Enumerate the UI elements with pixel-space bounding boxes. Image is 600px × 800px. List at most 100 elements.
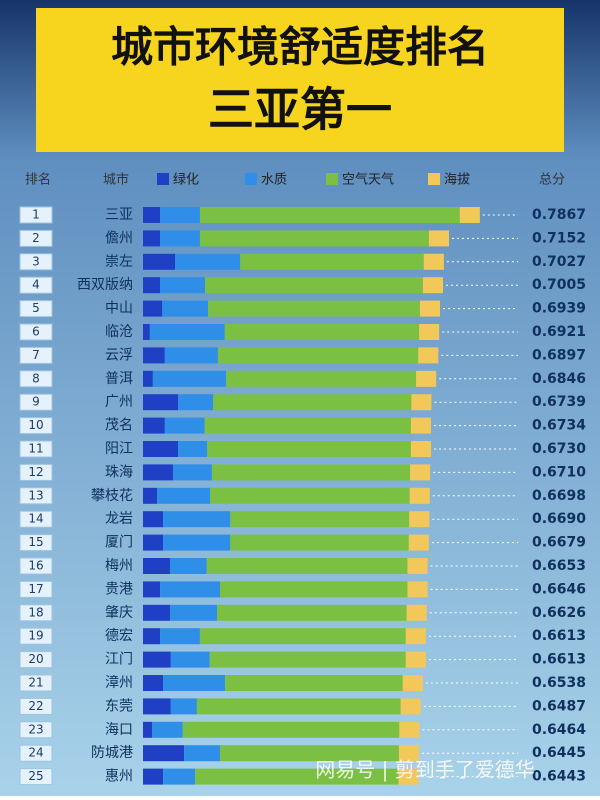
bar-segment [143, 675, 164, 691]
bar-segment [143, 745, 185, 762]
total-label: 0.6679 [532, 535, 586, 551]
bar-segment [400, 698, 421, 715]
rank-box [19, 557, 53, 575]
legend-swatch [245, 173, 257, 185]
bar-segment [204, 417, 411, 434]
bar-segment [226, 370, 417, 387]
total-label: 0.6653 [532, 558, 586, 574]
category-label: 阳江 [105, 441, 133, 457]
category-label: 中山 [105, 301, 133, 317]
rank-label: 8 [32, 371, 40, 385]
rank-label: 16 [28, 559, 43, 573]
bar-segment [160, 277, 206, 294]
bar-segment [178, 441, 208, 457]
rank-label: 23 [28, 722, 43, 736]
bar-segment [410, 417, 432, 434]
bar-segment [170, 698, 197, 715]
bar-segment [160, 207, 200, 223]
bar-segment [143, 441, 179, 457]
bar-segment [149, 324, 225, 340]
rank-box [19, 393, 53, 411]
bar-segment [143, 581, 161, 598]
category-label: 德宏 [105, 628, 133, 644]
rank-label: 4 [32, 278, 40, 292]
bar-segment [143, 277, 161, 294]
legend-swatch [428, 173, 440, 185]
category-label: 海口 [105, 722, 133, 738]
legend-label: 水质 [261, 173, 287, 188]
bar-segment [217, 604, 407, 621]
category-label: 厦门 [105, 535, 133, 551]
bar-segment [170, 651, 210, 668]
bar-segment [220, 745, 399, 762]
bar-segment [419, 324, 440, 340]
rank-box [19, 323, 53, 341]
bar-segment [143, 604, 170, 621]
bar-segment [419, 300, 441, 317]
rank-label: 2 [32, 231, 40, 245]
total-label: 0.6939 [532, 301, 586, 317]
bar-segment [409, 487, 430, 504]
bar-segment [409, 511, 430, 528]
bar-segment [178, 394, 214, 411]
total-label: 0.7027 [532, 254, 586, 270]
rank-label: 12 [28, 465, 43, 479]
category-label: 江门 [105, 652, 133, 668]
rank-label: 9 [32, 395, 40, 409]
bar-segment [143, 207, 161, 223]
rank-box [19, 721, 53, 739]
bar-segment [406, 604, 427, 621]
bar-segment [143, 347, 165, 364]
bar-segment [143, 511, 164, 528]
bar-segment [398, 768, 419, 785]
category-label: 云浮 [105, 347, 133, 363]
bar-segment [407, 581, 428, 598]
bar-segment [175, 253, 241, 270]
bar-segment [143, 721, 152, 738]
bar-segment [195, 768, 399, 785]
rank-box [19, 346, 53, 364]
total-label: 0.7152 [532, 230, 586, 246]
bar-segment [143, 464, 173, 481]
total-label: 0.6464 [532, 722, 586, 738]
legend-swatch [326, 173, 338, 185]
bar-segment [411, 394, 432, 411]
watermark: 网易号 | 剪到手了爱德华 [315, 758, 534, 782]
rank-box [19, 229, 53, 247]
rank-label: 25 [28, 769, 43, 783]
rank-label: 5 [32, 301, 40, 315]
total-label: 0.6698 [532, 488, 586, 504]
rank-label: 7 [32, 348, 40, 362]
rank-header: 排名 [25, 172, 51, 188]
bar-segment [164, 347, 218, 364]
total-label: 0.6846 [532, 371, 586, 387]
bar-segment [405, 651, 426, 668]
category-label: 珠海 [105, 464, 133, 480]
bar-segment [209, 651, 406, 668]
bar-segment [213, 394, 412, 411]
rank-label: 18 [28, 605, 43, 619]
rank-label: 15 [28, 535, 43, 549]
bar-segment [206, 558, 408, 574]
bar-segment [157, 487, 211, 504]
bar-segment [422, 277, 444, 294]
rank-box [19, 744, 53, 762]
rank-box [19, 651, 53, 669]
rank-label: 22 [28, 699, 43, 713]
total-label: 0.6734 [532, 418, 586, 434]
rank-label: 20 [28, 652, 43, 666]
rank-label: 17 [28, 582, 43, 596]
total-header: 总分 [539, 173, 565, 188]
rank-box [19, 534, 53, 552]
bar-segment [416, 370, 437, 387]
bar-segment [211, 464, 411, 481]
category-label: 茂名 [105, 417, 133, 434]
legend-label: 绿化 [173, 173, 199, 188]
total-label: 0.6646 [532, 581, 586, 597]
rank-box [19, 417, 53, 435]
category-label: 贵港 [105, 581, 133, 597]
bar-segment [230, 534, 409, 551]
category-header: 城市 [103, 172, 129, 188]
total-label: 0.6443 [532, 769, 586, 785]
category-label: 防城港 [91, 745, 133, 761]
